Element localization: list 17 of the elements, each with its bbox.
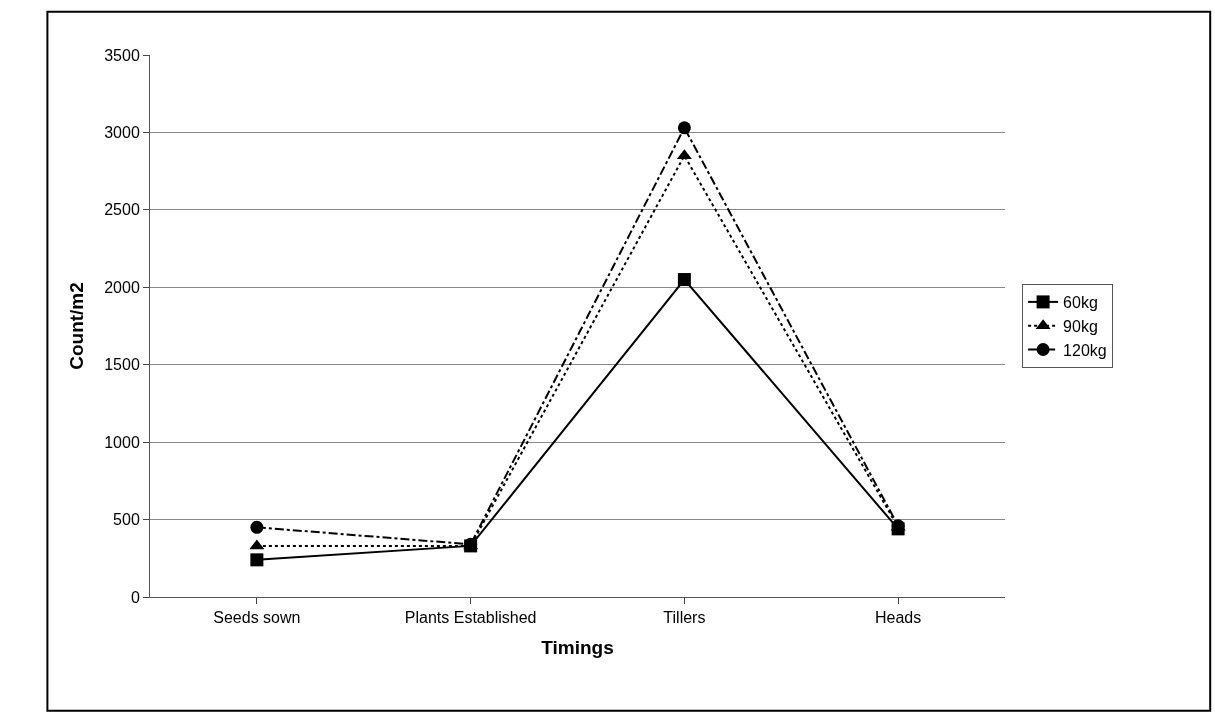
y-tick-label: 1500 xyxy=(104,356,140,374)
x-axis-title: Timings xyxy=(541,637,614,658)
x-tick-label: Plants Established xyxy=(404,609,537,627)
y-tick-label: 2500 xyxy=(104,201,140,219)
y-tick-label: 500 xyxy=(113,511,140,529)
y-tick-label: 3500 xyxy=(104,46,140,64)
y-axis-title: Count/m2 xyxy=(66,282,88,370)
legend-label: 120kg xyxy=(1063,341,1107,359)
y-tick-label: 0 xyxy=(130,588,140,606)
x-tick-label: Seeds sown xyxy=(213,609,301,627)
y-tick-label: 2000 xyxy=(104,278,140,296)
legend-label: 60kg xyxy=(1063,294,1098,312)
y-tick-label: 3000 xyxy=(104,124,140,142)
x-tick-label: Heads xyxy=(875,609,922,627)
x-tick-label: Tillers xyxy=(663,609,706,627)
y-tick-label: 1000 xyxy=(104,433,140,451)
legend-label: 90kg xyxy=(1063,317,1098,335)
